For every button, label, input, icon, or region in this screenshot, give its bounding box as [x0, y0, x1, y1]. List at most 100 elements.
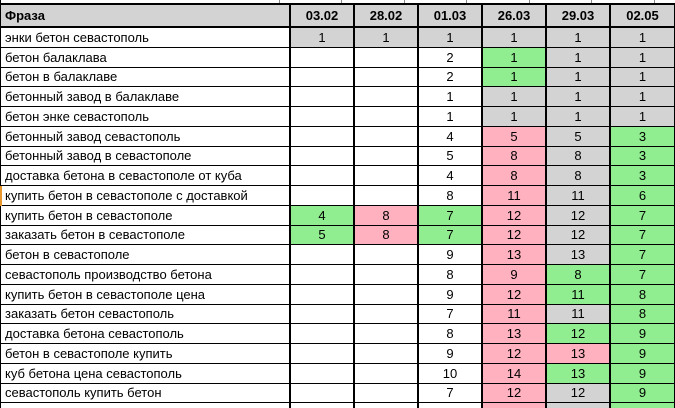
rank-cell[interactable]: 11 [483, 304, 547, 324]
rank-cell[interactable]: 8 [611, 304, 675, 324]
rank-cell[interactable]: 1 [419, 107, 483, 126]
rank-cell[interactable]: 3 [611, 166, 675, 185]
rank-cell[interactable]: 7 [419, 205, 483, 225]
rank-cell[interactable] [355, 265, 419, 284]
rank-cell[interactable]: 1 [611, 107, 675, 126]
rank-cell[interactable] [291, 383, 355, 403]
phrase-cell[interactable]: бетонный завод севастополь [1, 126, 291, 146]
phrase-cell[interactable]: бетон энке севастополь [1, 107, 291, 126]
rank-cell[interactable]: 13 [547, 245, 611, 264]
rank-cell[interactable]: 2 [419, 67, 483, 87]
rank-cell[interactable]: 12 [547, 225, 611, 245]
rank-cell[interactable]: 8 [419, 324, 483, 343]
rank-cell[interactable]: 3 [611, 126, 675, 146]
rank-cell[interactable]: 13 [547, 363, 611, 383]
rank-cell[interactable]: 8 [419, 186, 483, 205]
column-header-date[interactable]: 28.02 [355, 5, 419, 26]
phrase-cell[interactable]: купить бетон в севастополе цена [1, 284, 291, 304]
rank-cell[interactable] [291, 87, 355, 106]
rank-cell[interactable]: 9 [419, 284, 483, 304]
rank-cell[interactable]: 1 [419, 87, 483, 106]
rank-cell[interactable]: 12 [547, 324, 611, 343]
rank-cell[interactable]: 7 [611, 205, 675, 225]
rank-cell[interactable]: 1 [483, 28, 547, 47]
rank-cell[interactable]: 1 [547, 67, 611, 87]
rank-cell[interactable]: 4 [419, 166, 483, 185]
rank-cell[interactable]: 5 [291, 225, 355, 245]
rank-cell[interactable] [291, 284, 355, 304]
rank-cell[interactable]: 1 [547, 87, 611, 106]
phrase-cell[interactable]: бетон в севастополе [1, 245, 291, 264]
rank-cell[interactable] [291, 324, 355, 343]
rank-cell[interactable]: 1 [483, 47, 547, 67]
rank-cell[interactable]: 7 [611, 225, 675, 245]
phrase-cell[interactable]: бетон в балаклаве [1, 67, 291, 87]
rank-cell[interactable]: 1 [483, 87, 547, 106]
phrase-cell[interactable]: энки бетон севастополь [1, 28, 291, 47]
rank-cell[interactable] [291, 47, 355, 67]
rank-cell[interactable]: 11 [483, 186, 547, 205]
rank-cell[interactable]: 14 [483, 363, 547, 383]
rank-cell[interactable]: 7 [419, 383, 483, 403]
rank-cell[interactable]: 9 [611, 324, 675, 343]
rank-cell[interactable]: 11 [547, 284, 611, 304]
rank-cell[interactable]: 1 [611, 28, 675, 47]
rank-cell[interactable]: 9 [483, 265, 547, 284]
rank-cell[interactable] [291, 67, 355, 87]
rank-cell[interactable]: 8 [483, 146, 547, 166]
phrase-cell[interactable]: куб бетона цена севастополь [1, 363, 291, 383]
phrase-cell[interactable]: бетонный завод в балаклаве [1, 87, 291, 106]
column-header-date[interactable]: 02.05 [611, 5, 675, 26]
rank-cell[interactable]: 5 [483, 126, 547, 146]
phrase-cell[interactable]: севастополь производство бетона [1, 265, 291, 284]
phrase-cell[interactable]: заказать бетон севастополь [1, 304, 291, 324]
rank-cell[interactable] [355, 245, 419, 264]
rank-cell[interactable]: 7 [611, 265, 675, 284]
rank-cell[interactable]: 8 [547, 166, 611, 185]
rank-cell[interactable]: 8 [355, 225, 419, 245]
rank-cell[interactable]: 11 [547, 304, 611, 324]
rank-cell[interactable] [355, 344, 419, 363]
rank-cell[interactable]: 9 [611, 383, 675, 403]
rank-cell[interactable]: 9 [611, 363, 675, 383]
rank-cell[interactable]: 5 [547, 126, 611, 146]
phrase-cell[interactable]: заказать бетон в севастополе [1, 225, 291, 245]
phrase-cell[interactable]: бетон балаклава [1, 47, 291, 67]
phrase-cell[interactable]: доставка бетона севастополь [1, 324, 291, 343]
column-header-date[interactable]: 29.03 [547, 5, 611, 26]
rank-cell[interactable] [291, 245, 355, 264]
rank-cell[interactable]: 8 [483, 166, 547, 185]
rank-cell[interactable]: 1 [291, 28, 355, 47]
rank-cell[interactable] [291, 304, 355, 324]
rank-cell[interactable]: 6 [611, 186, 675, 205]
rank-cell[interactable] [291, 126, 355, 146]
rank-cell[interactable] [355, 126, 419, 146]
phrase-cell[interactable]: севастополь купить бетон [1, 383, 291, 403]
rank-cell[interactable] [291, 363, 355, 383]
rank-cell[interactable] [355, 47, 419, 67]
rank-cell[interactable]: 13 [547, 344, 611, 363]
rank-cell[interactable]: 12 [483, 344, 547, 363]
rank-cell[interactable]: 1 [547, 28, 611, 47]
rank-cell[interactable]: 4 [291, 205, 355, 225]
rank-cell[interactable]: 12 [547, 205, 611, 225]
rank-cell[interactable]: 8 [547, 146, 611, 166]
rank-cell[interactable]: 4 [419, 126, 483, 146]
rank-cell[interactable]: 7 [419, 225, 483, 245]
rank-cell[interactable]: 13 [483, 324, 547, 343]
rank-cell[interactable]: 1 [611, 87, 675, 106]
rank-cell[interactable]: 11 [547, 186, 611, 205]
column-header-phrase[interactable]: Фраза [1, 5, 291, 26]
rank-cell[interactable]: 2 [419, 47, 483, 67]
rank-cell[interactable]: 7 [419, 304, 483, 324]
rank-cell[interactable]: 5 [419, 146, 483, 166]
rank-cell[interactable]: 9 [419, 344, 483, 363]
rank-cell[interactable] [291, 186, 355, 205]
rank-cell[interactable] [355, 107, 419, 126]
column-header-date[interactable]: 01.03 [419, 5, 483, 26]
phrase-cell[interactable]: бетон в севастополе купить [1, 344, 291, 363]
rank-cell[interactable] [355, 304, 419, 324]
rank-cell[interactable]: 1 [611, 47, 675, 67]
rank-cell[interactable]: 8 [419, 265, 483, 284]
rank-cell[interactable]: 7 [611, 245, 675, 264]
